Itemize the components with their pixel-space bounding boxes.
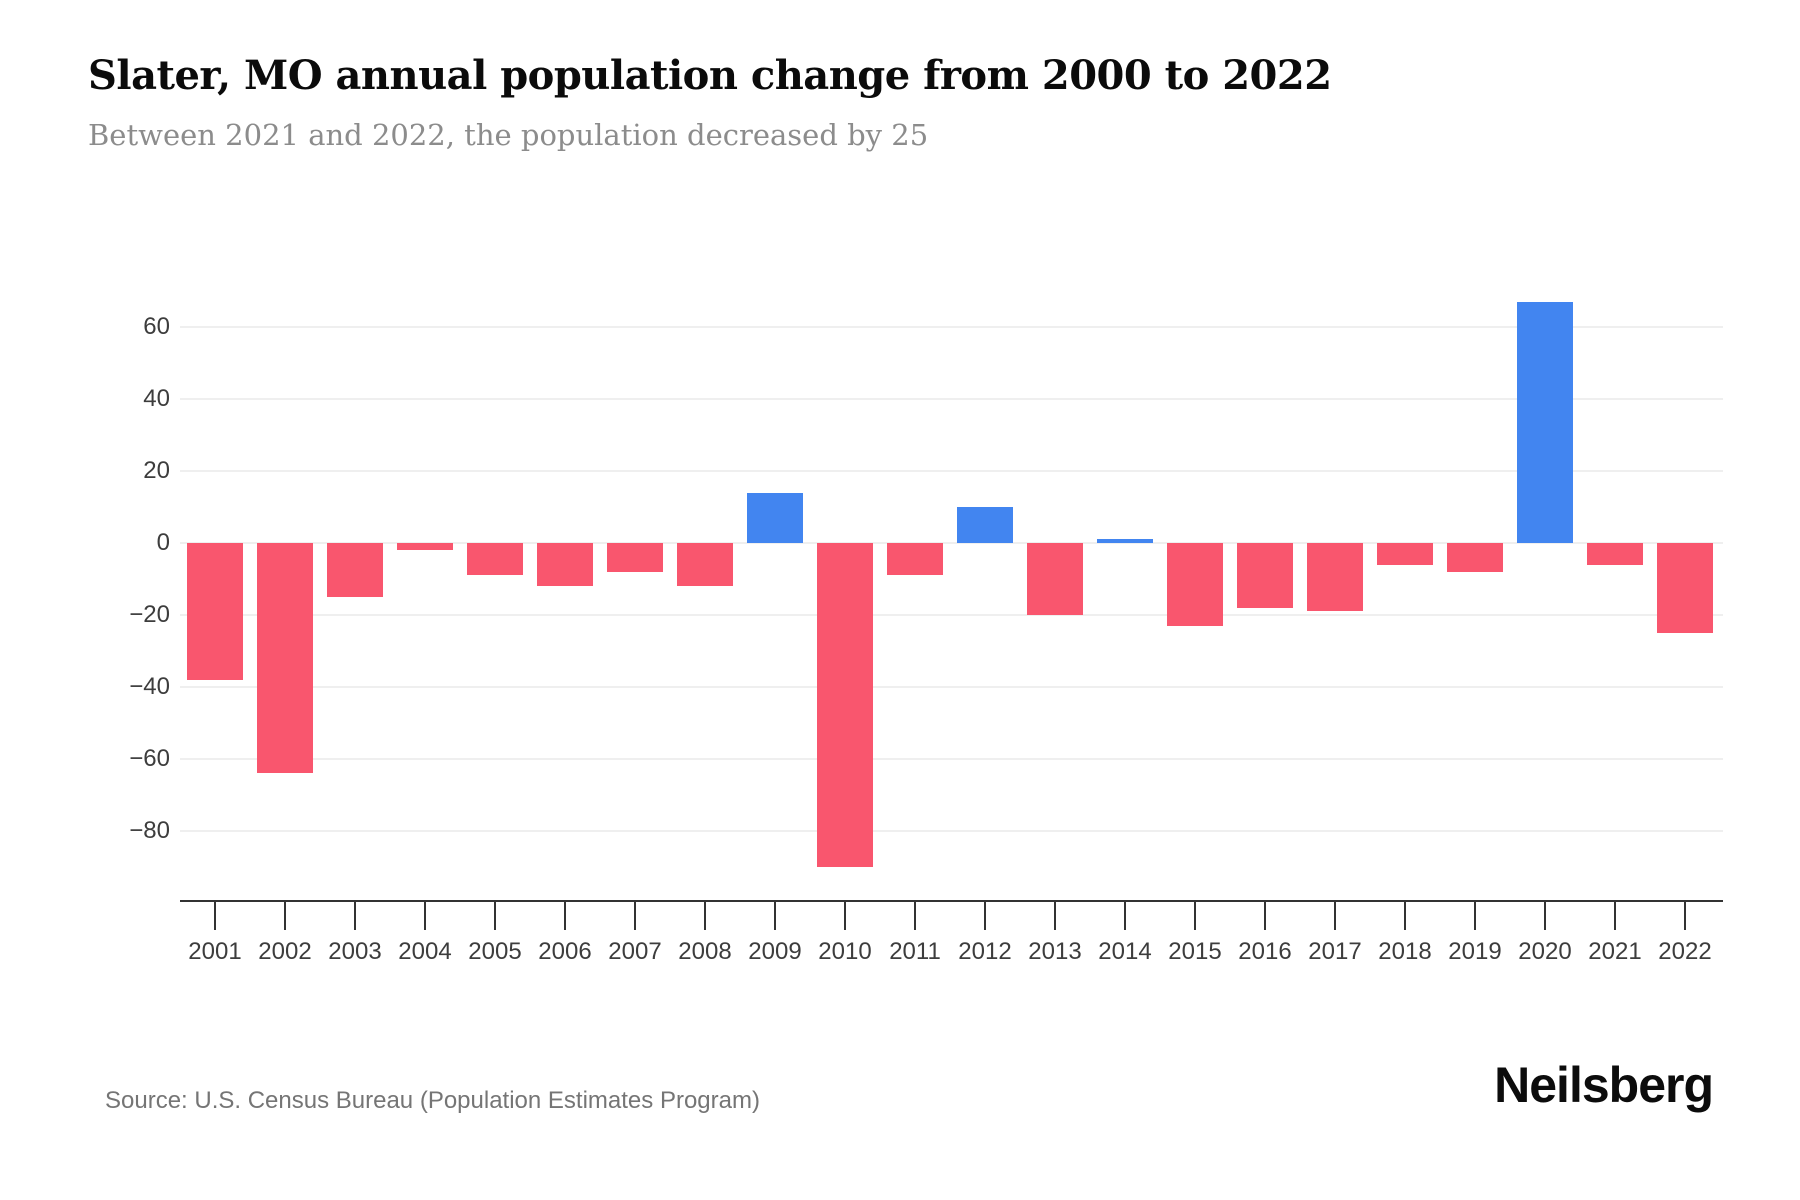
x-tick-2017 [1334,902,1336,930]
bar-2014[interactable] [1097,539,1153,543]
x-tick-2001 [214,902,216,930]
bar-2019[interactable] [1447,543,1503,572]
y-axis-label--20: −20 [129,601,170,628]
x-axis-label-2021: 2021 [1588,938,1642,965]
x-tick-2008 [704,902,706,930]
x-tick-2021 [1614,902,1616,930]
bar-2011[interactable] [887,543,943,576]
gridline--80 [180,830,1723,832]
y-axis-label--40: −40 [129,673,170,700]
chart-subtitle: Between 2021 and 2022, the population de… [88,118,929,152]
y-axis-label-40: 40 [143,385,170,412]
x-axis-label-2017: 2017 [1308,938,1362,965]
x-tick-2005 [494,902,496,930]
x-tick-2003 [354,902,356,930]
x-axis-label-2020: 2020 [1518,938,1572,965]
bar-2013[interactable] [1027,543,1083,615]
chart-title: Slater, MO annual population change from… [88,52,1332,99]
x-tick-2022 [1684,902,1686,930]
brand-logo: Neilsberg [1494,1057,1714,1113]
bar-2022[interactable] [1657,543,1713,633]
x-axis-label-2001: 2001 [188,938,242,965]
gridline--20 [180,614,1723,616]
y-axis-label-0: 0 [156,529,170,556]
x-axis-label-2008: 2008 [678,938,732,965]
gridline-40 [180,398,1723,400]
x-axis-label-2010: 2010 [818,938,872,965]
gridline--60 [180,758,1723,760]
x-tick-2020 [1544,902,1546,930]
x-axis-label-2018: 2018 [1378,938,1432,965]
x-axis-label-2016: 2016 [1238,938,1292,965]
bar-2006[interactable] [537,543,593,587]
x-tick-2006 [564,902,566,930]
x-axis-label-2022: 2022 [1658,938,1712,965]
bar-2016[interactable] [1237,543,1293,608]
y-axis-label--60: −60 [129,745,170,772]
x-axis-label-2006: 2006 [538,938,592,965]
x-tick-2014 [1124,902,1126,930]
x-tick-2010 [844,902,846,930]
gridline--40 [180,686,1723,688]
x-axis-label-2015: 2015 [1168,938,1222,965]
x-tick-2018 [1404,902,1406,930]
x-axis-label-2019: 2019 [1448,938,1502,965]
bar-2021[interactable] [1587,543,1643,565]
x-axis-label-2009: 2009 [748,938,802,965]
x-axis-label-2007: 2007 [608,938,662,965]
x-tick-2016 [1264,902,1266,930]
x-axis-label-2012: 2012 [958,938,1012,965]
bar-2008[interactable] [677,543,733,587]
x-axis-label-2004: 2004 [398,938,452,965]
bar-2015[interactable] [1167,543,1223,626]
x-axis-label-2002: 2002 [258,938,312,965]
bar-2018[interactable] [1377,543,1433,565]
x-tick-2011 [914,902,916,930]
x-axis-label-2014: 2014 [1098,938,1152,965]
bar-2020[interactable] [1517,301,1573,543]
y-axis-label-60: 60 [143,313,170,340]
x-tick-2004 [424,902,426,930]
y-axis-label--80: −80 [129,817,170,844]
x-tick-2019 [1474,902,1476,930]
y-axis-label-20: 20 [143,457,170,484]
gridline-20 [180,470,1723,472]
bar-2003[interactable] [327,543,383,597]
bar-2004[interactable] [397,543,453,551]
bar-2001[interactable] [187,543,243,680]
gridline-60 [180,326,1723,328]
x-axis-label-2011: 2011 [889,938,941,965]
bar-2005[interactable] [467,543,523,576]
bar-2012[interactable] [957,507,1013,543]
x-tick-2007 [634,902,636,930]
x-tick-2012 [984,902,986,930]
bar-2009[interactable] [747,492,803,543]
x-tick-2009 [774,902,776,930]
bar-2002[interactable] [257,543,313,774]
x-tick-2013 [1054,902,1056,930]
bar-2010[interactable] [817,543,873,867]
gridline-0 [180,542,1723,544]
bar-2017[interactable] [1307,543,1363,612]
x-tick-2015 [1194,902,1196,930]
x-axis-label-2013: 2013 [1028,938,1082,965]
x-axis-label-2005: 2005 [468,938,522,965]
bar-2007[interactable] [607,543,663,572]
x-axis-line [180,900,1723,902]
x-tick-2002 [284,902,286,930]
source-note: Source: U.S. Census Bureau (Population E… [105,1087,760,1114]
x-axis-label-2003: 2003 [328,938,382,965]
